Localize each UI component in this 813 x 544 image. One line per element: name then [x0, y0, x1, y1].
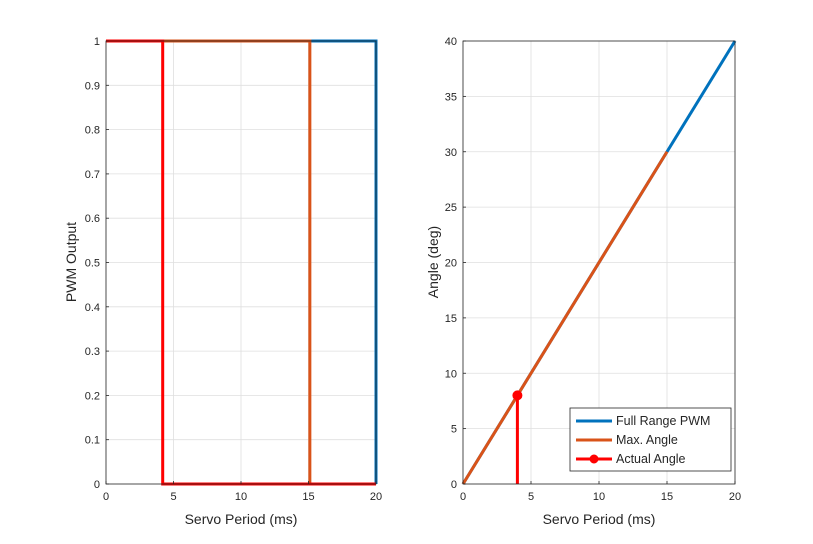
x-tick-label: 15: [661, 491, 673, 503]
series-marker-2: [512, 390, 523, 401]
y-tick-label: 0.5: [85, 258, 100, 270]
ticks: 0 5 10 15 20 0 0.1 0.2 0.3 0.4 0.5 0.6 0.7 0.8 0.9 1: [85, 36, 382, 503]
x-tick-label: 10: [593, 491, 605, 503]
legend-marker-actual-angle: [589, 454, 599, 464]
y-tick-label: 10: [445, 368, 457, 380]
legend: Full Range PWM Max. Angle Actual Angle: [569, 407, 732, 472]
y-tick-label: 0.7: [85, 169, 100, 181]
x-tick-label: 5: [170, 491, 176, 503]
y-axis-label: Angle (deg): [425, 226, 441, 298]
legend-entry-actual-angle: Actual Angle: [616, 452, 686, 466]
x-tick-label: 5: [528, 491, 534, 503]
y-tick-label: 0.8: [85, 125, 100, 137]
y-tick-label: 0.9: [85, 80, 100, 92]
series-line-1: [461, 150, 669, 485]
x-tick-label: 0: [460, 491, 466, 503]
y-axis-label: PWM Output: [63, 222, 79, 302]
x-tick-label: 20: [370, 491, 382, 503]
chart-pwm-output: 0 5 10 15 20 0 0.1 0.2 0.3 0.4 0.5 0.6 0.7 0.8 0.9 1 Se…: [63, 36, 382, 527]
y-tick-label: 15: [445, 313, 457, 325]
y-tick-label: 20: [445, 258, 457, 270]
y-tick-label: 0: [94, 479, 100, 491]
x-tick-label: 20: [729, 491, 741, 503]
y-tick-label: 0.4: [85, 302, 100, 314]
y-tick-label: 0.6: [85, 213, 100, 225]
y-tick-label: 25: [445, 202, 457, 214]
y-tick-label: 0.2: [85, 390, 100, 402]
y-tick-label: 40: [445, 36, 457, 48]
x-tick-label: 15: [302, 491, 314, 503]
chart-angle: 0 5 10 15 20 0 5 10 15 20 25 30 35 40 Servo Period (m…: [425, 36, 741, 527]
ticks: 0 5 10 15 20 0 5 10 15 20 25 30 35 40: [445, 36, 741, 503]
y-tick-label: 5: [451, 424, 457, 436]
y-tick-label: 35: [445, 91, 457, 103]
y-tick-label: 0.1: [85, 435, 100, 447]
y-tick-label: 1: [94, 36, 100, 48]
legend-entry-full-range-pwm: Full Range PWM: [616, 414, 710, 428]
x-axis-label: Servo Period (ms): [185, 511, 298, 527]
legend-entry-max-angle: Max. Angle: [616, 433, 678, 447]
y-tick-label: 0: [451, 479, 457, 491]
x-tick-label: 0: [103, 491, 109, 503]
series-group: [461, 40, 737, 485]
y-tick-label: 0.3: [85, 346, 100, 358]
x-axis-label: Servo Period (ms): [543, 511, 656, 527]
y-tick-label: 30: [445, 147, 457, 159]
x-tick-label: 10: [235, 491, 247, 503]
